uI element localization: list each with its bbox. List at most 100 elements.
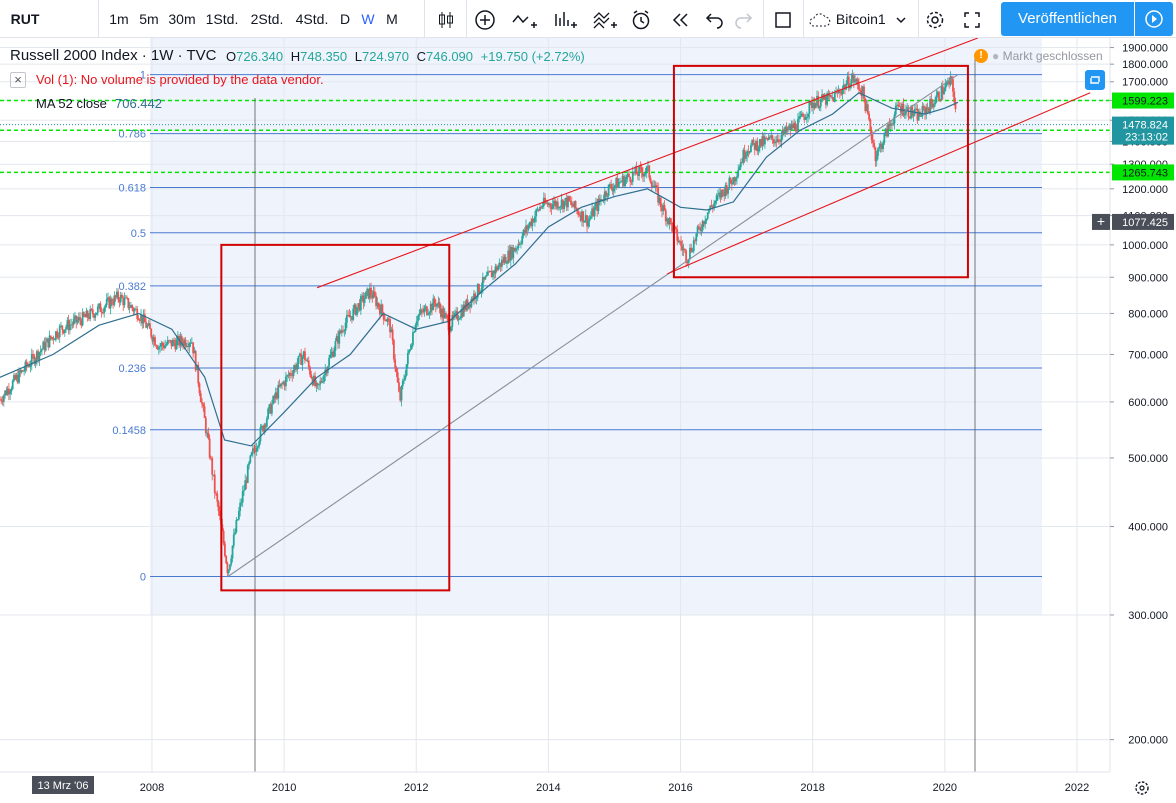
- candle-body: [812, 103, 815, 109]
- candle-body: [37, 351, 40, 360]
- candle-body: [690, 247, 693, 252]
- candle-body: [290, 373, 292, 376]
- candle-body: [474, 293, 477, 300]
- collapse-close-icon[interactable]: ×: [10, 72, 26, 88]
- candle-body: [467, 303, 470, 309]
- candle-body: [741, 162, 743, 163]
- candle-body: [680, 241, 682, 246]
- fullscreen-box-icon[interactable]: [768, 0, 798, 38]
- candle-body: [129, 305, 132, 308]
- candle-body: [441, 308, 444, 317]
- candle-body: [826, 93, 829, 105]
- y-tick-label: 1000.000: [1122, 240, 1168, 252]
- candle-body: [545, 202, 548, 204]
- interval-1h[interactable]: 1Std.: [205, 11, 239, 27]
- market-closed-icon[interactable]: !: [974, 49, 988, 63]
- candle-body: [714, 201, 717, 204]
- candle-body: [453, 312, 456, 317]
- templates-icon[interactable]: [585, 0, 625, 38]
- ma-label: MA 52 close: [36, 96, 107, 111]
- interval-2h[interactable]: 2Std.: [250, 11, 284, 27]
- candle-body: [206, 432, 209, 434]
- candle-body: [835, 91, 837, 93]
- candle-body: [434, 303, 437, 307]
- expand-icon[interactable]: [957, 0, 987, 38]
- candle-body: [769, 136, 771, 138]
- interval-d[interactable]: D: [339, 11, 351, 27]
- candle-body: [898, 106, 901, 107]
- candle-body: [338, 330, 341, 344]
- x-tick-label: 2020: [933, 782, 957, 794]
- candle-body: [858, 83, 860, 90]
- top-toolbar: RUT 1m 5m 30m 1Std. 2Std. 4Std. D W M Bi…: [0, 0, 1176, 38]
- candle-body: [107, 297, 109, 299]
- gear-icon[interactable]: [920, 0, 950, 38]
- interval-5m[interactable]: 5m: [139, 11, 159, 27]
- candle-body: [930, 98, 933, 104]
- candle-body: [1, 401, 4, 402]
- candle-body: [807, 113, 810, 118]
- candle-body: [744, 156, 747, 159]
- candle-body: [650, 182, 653, 187]
- replay-icon[interactable]: [665, 0, 695, 38]
- interval-w[interactable]: W: [361, 11, 375, 27]
- interval-m[interactable]: M: [386, 11, 398, 27]
- candle-body: [776, 139, 779, 143]
- x-tick-label: 2010: [272, 782, 296, 794]
- candle-body: [887, 123, 890, 137]
- candle-body: [649, 177, 652, 183]
- candle-body: [518, 243, 521, 245]
- compare-add-icon[interactable]: [470, 0, 500, 38]
- candle-body: [583, 220, 586, 223]
- candle-body: [469, 303, 472, 308]
- candle-body: [536, 209, 539, 211]
- candle-body: [461, 309, 464, 317]
- interval-30m[interactable]: 30m: [168, 11, 196, 27]
- candle-body: [653, 185, 656, 188]
- candle-body: [511, 246, 513, 259]
- candle-body: [6, 388, 9, 395]
- candle-body: [713, 203, 715, 208]
- interval-4h[interactable]: 4Std.: [295, 11, 329, 27]
- candle-body: [455, 311, 458, 313]
- candle-body: [98, 303, 101, 307]
- candle-body: [756, 140, 759, 152]
- candle-body: [802, 113, 804, 117]
- ma-line: [0, 92, 959, 447]
- undo-icon[interactable]: [700, 0, 730, 38]
- financials-icon[interactable]: [545, 0, 585, 38]
- candle-body: [55, 331, 57, 340]
- candle-body: [789, 125, 792, 131]
- candle-body: [708, 210, 710, 213]
- candles-style-icon[interactable]: [430, 0, 462, 38]
- candle-body: [949, 76, 952, 85]
- candle-body: [93, 314, 95, 318]
- candle-body: [512, 247, 515, 259]
- x-tick-label: 2018: [800, 782, 824, 794]
- candle-body: [348, 314, 351, 318]
- interval-1m[interactable]: 1m: [109, 11, 129, 27]
- alert-clock-icon[interactable]: [625, 0, 657, 38]
- candle-body: [235, 520, 238, 533]
- symbol-search[interactable]: RUT: [10, 11, 40, 27]
- auto-scale-button[interactable]: [1085, 70, 1105, 90]
- candle-body: [783, 129, 785, 134]
- candle-body: [476, 283, 479, 298]
- candle-body: [570, 201, 573, 206]
- indicators-icon[interactable]: [505, 0, 543, 38]
- candle-body: [540, 207, 543, 208]
- candle-body: [894, 105, 897, 115]
- redo-icon[interactable]: [728, 0, 758, 38]
- candle-body: [753, 143, 756, 150]
- candle-body: [61, 325, 64, 330]
- candle-body: [736, 176, 738, 179]
- layout-selector[interactable]: Bitcoin1: [808, 0, 918, 38]
- candle-body: [419, 309, 422, 314]
- candle-body: [465, 299, 468, 311]
- y-tick-label: 700.000: [1128, 350, 1168, 362]
- publish-button[interactable]: Veröffentlichen: [1001, 2, 1134, 36]
- price-tag-label: 23:13:02: [1125, 132, 1168, 144]
- publish-options-button[interactable]: [1135, 2, 1173, 36]
- candle-body: [114, 295, 117, 298]
